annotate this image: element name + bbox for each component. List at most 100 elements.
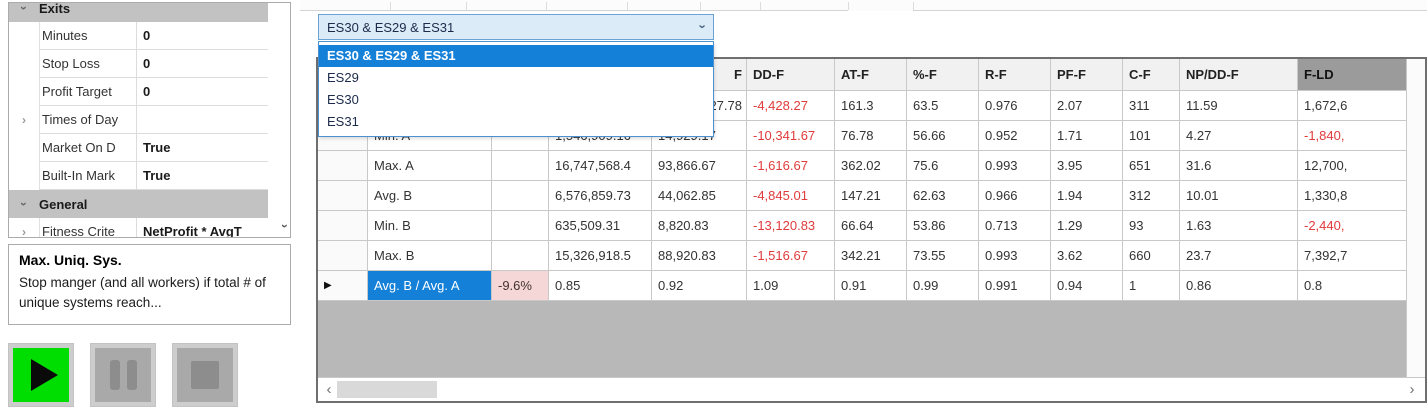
property-value[interactable]: 0 bbox=[136, 78, 268, 106]
dataset-dropdown[interactable]: ES30 & ES29 & ES31 › bbox=[318, 14, 714, 40]
property-row-fitness-crite[interactable]: › Fitness Crite NetProfit * AvgT bbox=[9, 218, 268, 237]
dropdown-option-es29[interactable]: ES29 bbox=[327, 70, 359, 85]
table-cell[interactable]: 8,820.83 bbox=[652, 211, 747, 241]
property-row-stop-loss[interactable]: Stop Loss 0 bbox=[9, 50, 268, 78]
start-button[interactable] bbox=[8, 343, 74, 407]
table-cell[interactable]: 0.966 bbox=[979, 181, 1051, 211]
column-header-np-dd-f[interactable]: NP/DD-F bbox=[1180, 59, 1298, 91]
table-cell[interactable]: 311 bbox=[1123, 91, 1180, 121]
table-cell[interactable]: 62.63 bbox=[907, 181, 979, 211]
table-cell[interactable]: 1.09 bbox=[747, 271, 835, 301]
table-cell[interactable]: 0.976 bbox=[979, 91, 1051, 121]
table-cell[interactable] bbox=[492, 241, 549, 271]
table-cell[interactable]: 93 bbox=[1123, 211, 1180, 241]
table-cell[interactable]: Max. B bbox=[368, 241, 492, 271]
dropdown-option-es30[interactable]: ES30 bbox=[327, 92, 359, 107]
table-cell[interactable]: -1,840, bbox=[1298, 121, 1408, 151]
property-section-general[interactable]: › General bbox=[9, 190, 268, 218]
table-cell[interactable]: 3.95 bbox=[1051, 151, 1123, 181]
property-row-profit-target[interactable]: Profit Target 0 bbox=[9, 78, 268, 106]
table-cell[interactable]: 0.91 bbox=[835, 271, 907, 301]
table-cell[interactable]: 660 bbox=[1123, 241, 1180, 271]
property-row-built-in-mark[interactable]: Built-In Mark True bbox=[9, 162, 268, 190]
property-value[interactable]: NetProfit * AvgT bbox=[136, 218, 268, 237]
tab-strip[interactable] bbox=[300, 0, 1427, 11]
table-cell[interactable]: 1.29 bbox=[1051, 211, 1123, 241]
table-cell[interactable]: 1 bbox=[1123, 271, 1180, 301]
scroll-left-icon[interactable]: ‹ bbox=[326, 381, 332, 398]
vertical-scrollbar[interactable] bbox=[1406, 59, 1425, 377]
table-cell[interactable]: 147.21 bbox=[835, 181, 907, 211]
table-cell[interactable]: 161.3 bbox=[835, 91, 907, 121]
table-cell[interactable]: -9.6% bbox=[492, 271, 549, 301]
table-cell[interactable]: -10,341.67 bbox=[747, 121, 835, 151]
table-cell[interactable]: 0.85 bbox=[549, 271, 652, 301]
table-cell[interactable]: 0.991 bbox=[979, 271, 1051, 301]
table-cell[interactable]: 1,672,6 bbox=[1298, 91, 1408, 121]
table-cell[interactable] bbox=[492, 151, 549, 181]
table-cell[interactable]: Min. B bbox=[368, 211, 492, 241]
table-cell[interactable]: 12,700, bbox=[1298, 151, 1408, 181]
table-cell[interactable] bbox=[318, 181, 368, 211]
column-header-f[interactable]: %-F bbox=[907, 59, 979, 91]
table-cell[interactable] bbox=[492, 181, 549, 211]
scroll-down-icon[interactable]: › bbox=[278, 224, 291, 228]
table-cell[interactable]: 0.993 bbox=[979, 151, 1051, 181]
table-cell[interactable]: 53.86 bbox=[907, 211, 979, 241]
table-cell[interactable]: 63.5 bbox=[907, 91, 979, 121]
table-cell[interactable]: 73.55 bbox=[907, 241, 979, 271]
column-header-f-ld[interactable]: F-LD bbox=[1298, 59, 1408, 91]
scroll-right-icon[interactable]: › bbox=[1409, 381, 1415, 398]
table-cell[interactable]: 0.8 bbox=[1298, 271, 1408, 301]
table-cell[interactable]: 93,866.67 bbox=[652, 151, 747, 181]
property-value[interactable]: True bbox=[136, 134, 268, 162]
table-cell[interactable]: 23.7 bbox=[1180, 241, 1298, 271]
table-cell[interactable]: 4.27 bbox=[1180, 121, 1298, 151]
table-cell[interactable]: 1.71 bbox=[1051, 121, 1123, 151]
table-cell[interactable]: 66.64 bbox=[835, 211, 907, 241]
table-cell[interactable]: 15,326,918.5 bbox=[549, 241, 652, 271]
table-cell[interactable]: -2,440, bbox=[1298, 211, 1408, 241]
table-cell[interactable]: 0.99 bbox=[907, 271, 979, 301]
property-value[interactable] bbox=[136, 106, 268, 134]
table-cell[interactable]: 0.993 bbox=[979, 241, 1051, 271]
table-cell[interactable]: 101 bbox=[1123, 121, 1180, 151]
table-cell[interactable]: 0.952 bbox=[979, 121, 1051, 151]
column-header-at-f[interactable]: AT-F bbox=[835, 59, 907, 91]
property-row-minutes[interactable]: Minutes 0 bbox=[9, 22, 268, 50]
table-cell[interactable]: 1.63 bbox=[1180, 211, 1298, 241]
table-cell[interactable]: 312 bbox=[1123, 181, 1180, 211]
table-cell[interactable]: 1,330,8 bbox=[1298, 181, 1408, 211]
table-cell[interactable]: 88,920.83 bbox=[652, 241, 747, 271]
property-value[interactable]: True bbox=[136, 162, 268, 190]
table-cell[interactable] bbox=[318, 241, 368, 271]
table-cell[interactable]: 44,062.85 bbox=[652, 181, 747, 211]
column-header-pf-f[interactable]: PF-F bbox=[1051, 59, 1123, 91]
table-cell[interactable]: 76.78 bbox=[835, 121, 907, 151]
dropdown-option-es30-es29-es31[interactable]: ES30 & ES29 & ES31 bbox=[319, 45, 713, 67]
property-value[interactable]: 0 bbox=[136, 22, 268, 50]
table-cell[interactable]: 75.6 bbox=[907, 151, 979, 181]
table-cell[interactable]: 10.01 bbox=[1180, 181, 1298, 211]
table-cell[interactable]: Max. A bbox=[368, 151, 492, 181]
table-cell[interactable]: 342.21 bbox=[835, 241, 907, 271]
table-cell[interactable]: 31.6 bbox=[1180, 151, 1298, 181]
row-selector-icon[interactable]: ▶ bbox=[318, 271, 368, 301]
table-cell[interactable]: 2.07 bbox=[1051, 91, 1123, 121]
table-cell[interactable]: 3.62 bbox=[1051, 241, 1123, 271]
table-cell[interactable]: 7,392,7 bbox=[1298, 241, 1408, 271]
table-cell[interactable]: 362.02 bbox=[835, 151, 907, 181]
table-cell[interactable]: 1.94 bbox=[1051, 181, 1123, 211]
table-cell[interactable]: -4,428.27 bbox=[747, 91, 835, 121]
table-cell[interactable]: -4,845.01 bbox=[747, 181, 835, 211]
table-cell[interactable]: 16,747,568.4 bbox=[549, 151, 652, 181]
column-header-dd-f[interactable]: DD-F bbox=[747, 59, 835, 91]
table-cell[interactable] bbox=[318, 151, 368, 181]
table-cell[interactable]: -13,120.83 bbox=[747, 211, 835, 241]
property-row-times-of-day[interactable]: › Times of Day bbox=[9, 106, 268, 134]
dropdown-option-es31[interactable]: ES31 bbox=[327, 114, 359, 129]
column-header-c-f[interactable]: C-F bbox=[1123, 59, 1180, 91]
table-cell[interactable]: 0.86 bbox=[1180, 271, 1298, 301]
table-cell[interactable] bbox=[318, 211, 368, 241]
table-cell[interactable]: Avg. B / Avg. A bbox=[368, 271, 492, 301]
